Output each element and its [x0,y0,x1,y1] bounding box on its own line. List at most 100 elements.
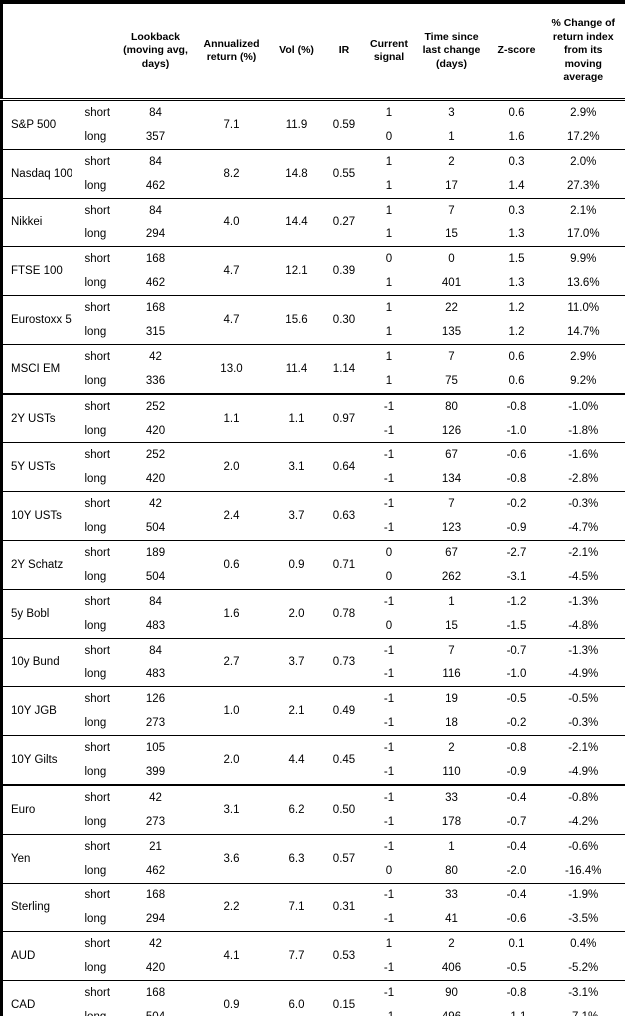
cell-pct-change: 2.9% [570,106,597,119]
asset-row-long: long 483 0 15 -1.5 -4.8% [2,614,625,638]
horizon-label: long [72,1005,120,1016]
cell-lookback: 294 [145,228,166,241]
cell-zscore: -0.7 [506,815,527,828]
cell-ir: 1.14 [321,343,367,394]
horizon-label: short [71,588,120,614]
cell-current-signal: 1 [385,228,393,241]
cell-annualized-return: 4.7 [191,246,272,296]
cell-pct-change: -0.6% [541,833,625,859]
cell-lookback: 315 [145,325,166,338]
cell-lookback: 105 [119,735,192,761]
cell-time-since: 7 [411,197,492,223]
cell-vol: 14.8 [271,148,322,199]
cell-ir: 0.78 [321,588,367,639]
cell-current-signal: -1 [366,686,412,712]
cell-lookback: 21 [119,833,192,859]
cell-current-signal: 0 [366,246,412,272]
cell-zscore: -0.4 [491,783,542,810]
cell-zscore: 1.3 [508,228,525,241]
cell-zscore: 1.5 [491,246,542,272]
horizon-label: long [84,179,107,192]
cell-zscore: -0.4 [491,882,542,908]
cell-annualized-return: 7.1 [223,118,240,131]
cell-ir: 0.63 [321,491,367,541]
cell-pct-change: -1.0% [541,392,625,419]
cell-lookback: 420 [145,473,166,486]
cell-current-signal: 1 [366,931,412,957]
asset-row-short: 2Y Schatz short 189 0.6 0.9 0.71 0 67 -2.7 -2.1% [1,540,625,590]
cell-time-since: 80 [445,864,458,877]
asset-name: S&P 500 [11,118,57,131]
cell-pct-change: -4.9% [568,668,599,681]
asset-name: 10Y JGB [1,686,72,736]
horizon-label: short [71,343,120,369]
cell-current-signal: 1 [366,343,412,369]
cell-zscore: -1.1 [492,1005,542,1016]
cell-time-since: 123 [441,522,462,535]
horizon-label: short [84,106,111,119]
horizon-label: long [84,325,107,338]
cell-ir: 0.45 [321,735,367,785]
asset-row-short: 10Y JGB short 126 1.0 2.1 0.49 -1 19 -0.5 -0.5% [1,686,625,736]
cell-current-signal: -1 [383,962,395,975]
cell-current-signal: 1 [366,148,412,174]
cell-pct-change: -3.5% [568,913,599,926]
asset-name: 2Y Schatz [1,540,72,590]
cell-lookback: 462 [145,179,166,192]
cell-current-signal: -1 [383,765,395,778]
cell-pct-change: -4.5% [568,570,599,583]
cell-current-signal: -1 [383,717,395,730]
asset-row-short: Euro short 42 3.1 6.2 0.50 -1 33 -0.4 -0.8% [1,783,625,835]
cell-vol: 3.7 [271,637,322,687]
cell-time-since: 2 [411,148,492,174]
horizon-label: short [71,783,120,810]
cell-pct-change: 14.7% [566,325,600,338]
cell-vol: 7.1 [271,882,322,932]
asset-name: Nasdaq 100 [1,148,72,199]
asset-name: Yen [1,833,72,883]
cell-zscore: -3.1 [506,570,527,583]
cell-current-signal: -1 [366,833,412,859]
cell-ir: 0.73 [321,637,367,687]
cell-lookback: 84 [119,637,192,663]
cell-time-since: 135 [441,325,462,338]
horizon-label: short [71,980,120,1005]
cell-ir: 0.53 [321,931,367,981]
cell-annualized-return: 2.0 [191,442,272,492]
cell-pct-change: 0.4% [541,931,625,957]
cell-current-signal: -1 [366,637,412,663]
cell-vol: 6.0 [271,980,322,1016]
cell-pct-change: -0.8% [541,783,625,810]
cell-pct-change: -0.3% [541,491,625,517]
cell-ir: 0.97 [321,392,367,443]
asset-name: Eurostoxx 50 [1,295,72,345]
cell-annualized-return: 8.2 [191,148,272,199]
cell-pct-change: -5.2% [568,962,599,975]
cell-pct-change: -0.3% [568,717,599,730]
cell-ir: 0.30 [321,295,367,345]
asset-row-long: long 483 -1 116 -1.0 -4.9% [2,662,625,686]
cell-annualized-return: 0.6 [191,540,272,590]
cell-lookback: 252 [119,392,192,419]
cell-lookback: 84 [119,197,192,223]
cell-pct-change: 17.2% [566,130,600,143]
asset-row-short: FTSE 100 short 168 4.7 12.1 0.39 0 0 1.5 9.9% [1,246,625,296]
cell-zscore: 0.6 [508,374,525,387]
asset-row-long: long 420 -1 406 -0.5 -5.2% [2,956,625,980]
header-row: Lookback (moving avg, days) Annualized r… [1,2,625,101]
cell-current-signal: 0 [366,540,412,565]
asset-row-short: 10y Bund short 84 2.7 3.7 0.73 -1 7 -0.7 -1.3% [1,637,625,687]
cell-pct-change: -7.1% [542,1005,625,1016]
cell-lookback: 84 [119,148,192,174]
cell-current-signal: -1 [366,392,412,419]
cell-time-since: 19 [411,686,492,712]
cell-ir: 0.49 [321,686,367,736]
cell-lookback: 504 [120,1005,192,1016]
cell-zscore: -0.6 [491,442,542,468]
cell-ir: 0.57 [321,833,367,883]
cell-lookback: 504 [145,522,166,535]
asset-row-short: 10Y Gilts short 105 2.0 4.4 0.45 -1 2 -0.8 -2.1% [1,735,625,785]
cell-current-signal: -1 [366,882,412,908]
cell-pct-change: -2.8% [568,473,599,486]
cell-time-since: 2 [411,931,492,957]
